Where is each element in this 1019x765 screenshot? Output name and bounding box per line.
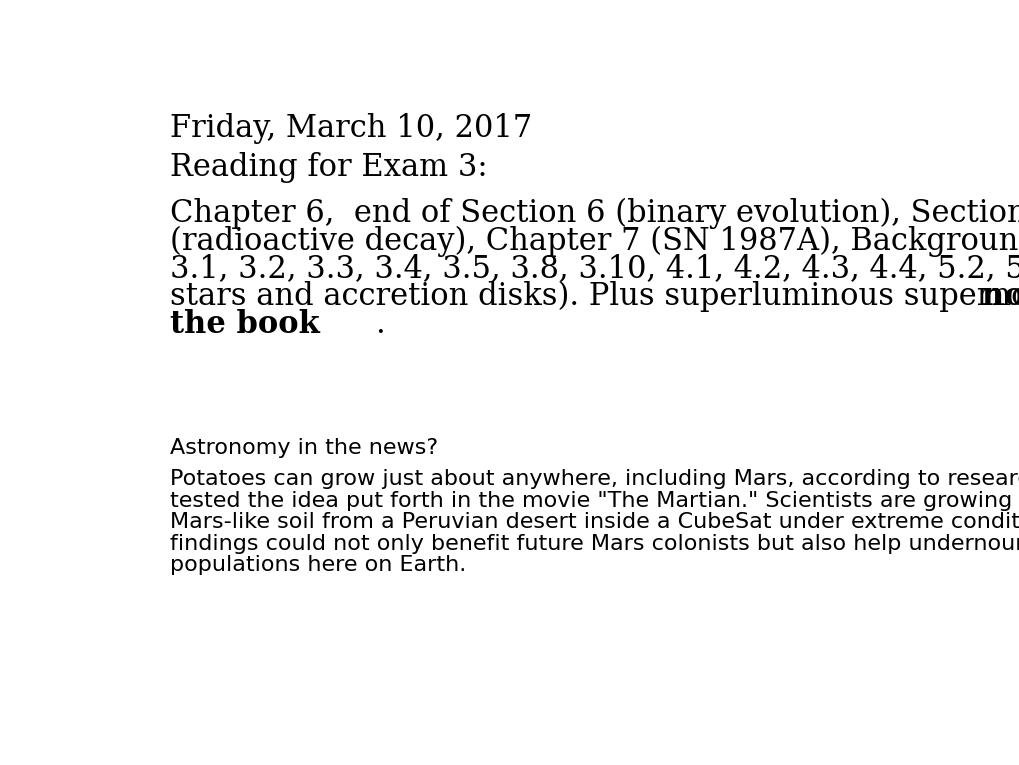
Text: stars and accretion disks). Plus superluminous supernovae,: stars and accretion disks). Plus superlu… [170,282,1019,312]
Text: 3.1, 3.2, 3.3, 3.4, 3.5, 3.8, 3.10, 4.1, 4.2, 4.3, 4.4, 5.2, 5.4 (binary: 3.1, 3.2, 3.3, 3.4, 3.5, 3.8, 3.10, 4.1,… [170,253,1019,285]
Text: .: . [375,309,385,340]
Text: Potatoes can grow just about anywhere, including Mars, according to researchers : Potatoes can grow just about anywhere, i… [170,469,1019,489]
Text: Reading for Exam 3:: Reading for Exam 3: [170,152,487,183]
Text: (radioactive decay), Chapter 7 (SN 1987A), Background: Sections: (radioactive decay), Chapter 7 (SN 1987A… [170,226,1019,257]
Text: findings could not only benefit future Mars colonists but also help undernourish: findings could not only benefit future M… [170,534,1019,554]
Text: Chapter 6,  end of Section 6 (binary evolution), Section 6.7: Chapter 6, end of Section 6 (binary evol… [170,198,1019,230]
Text: not in: not in [981,282,1019,312]
Text: the book: the book [170,309,320,340]
Text: Astronomy in the news?: Astronomy in the news? [170,438,438,458]
Text: populations here on Earth.: populations here on Earth. [170,555,466,575]
Text: Friday, March 10, 2017: Friday, March 10, 2017 [170,113,532,145]
Text: Mars-like soil from a Peruvian desert inside a CubeSat under extreme conditions,: Mars-like soil from a Peruvian desert in… [170,513,1019,532]
Text: tested the idea put forth in the movie "The Martian." Scientists are growing pot: tested the idea put forth in the movie "… [170,490,1019,511]
